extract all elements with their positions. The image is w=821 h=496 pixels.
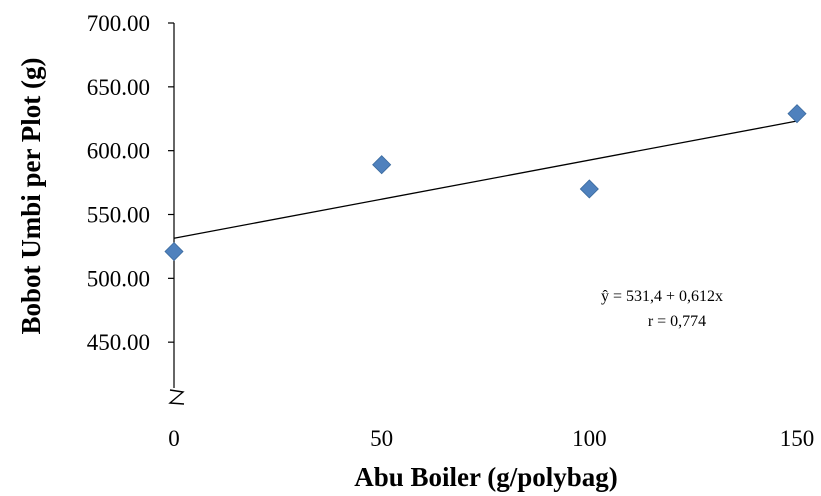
regression-equation: ŷ = 531,4 + 0,612x <box>601 288 723 305</box>
trendline <box>173 120 798 239</box>
x-tick-label: 150 <box>780 426 815 451</box>
y-tick-label: 500.00 <box>87 266 150 291</box>
x-axis-title: Abu Boiler (g/polybag) <box>354 462 618 492</box>
y-tick-label: 550.00 <box>87 203 150 228</box>
x-tick-label: 100 <box>572 426 607 451</box>
data-points <box>164 104 807 262</box>
y-axis-ticks: 450.00 500.00 550.00 600.00 650.00 700.00 <box>87 11 174 355</box>
x-tick-label: 50 <box>370 426 393 451</box>
x-axis-ticks: 0 50 100 150 <box>168 426 814 451</box>
y-tick-label: 700.00 <box>87 11 150 36</box>
y-tick-label: 450.00 <box>87 330 150 355</box>
data-point-diamond <box>787 104 807 124</box>
x-tick-label: 0 <box>168 426 180 451</box>
data-point-diamond <box>372 155 392 175</box>
correlation-coefficient: r = 0,774 <box>648 313 706 330</box>
data-point-diamond <box>579 179 599 199</box>
data-point-diamond <box>164 241 184 262</box>
y-tick-label: 650.00 <box>87 75 150 100</box>
y-tick-label: 600.00 <box>87 139 150 164</box>
axis-break-mark <box>168 389 185 405</box>
y-axis-title: Bobot Umbi per Plot (g) <box>16 58 46 335</box>
